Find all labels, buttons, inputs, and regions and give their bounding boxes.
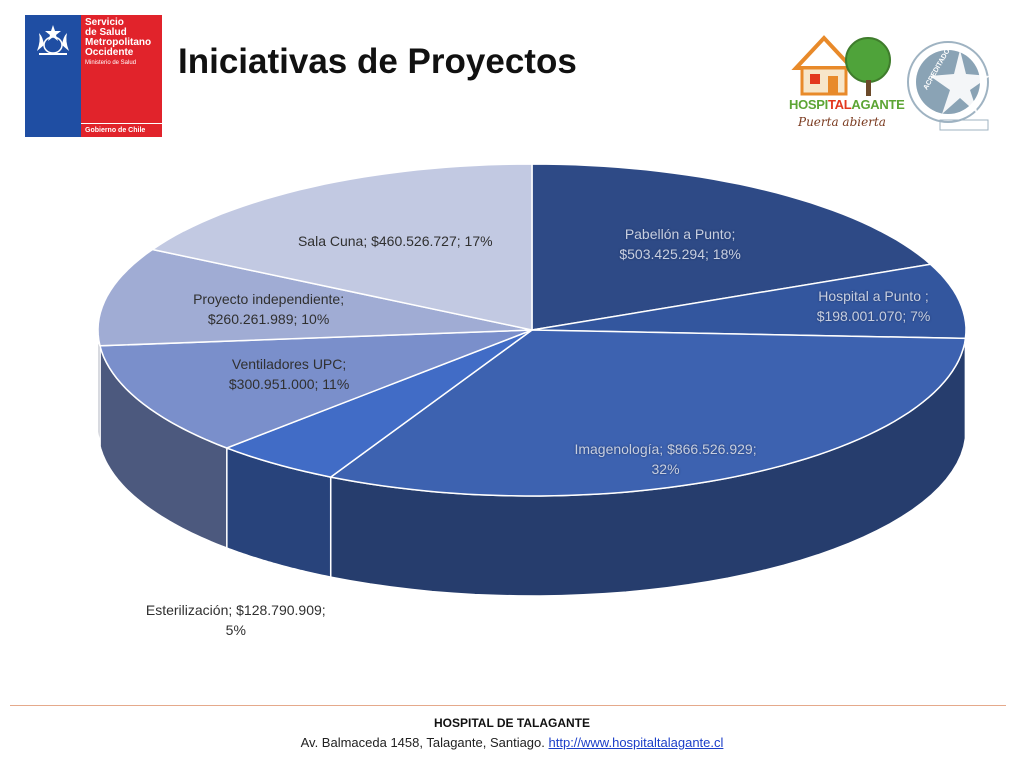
pie-label-1-line-1: Pabellón a Punto; — [624, 226, 736, 242]
house-tree-icon — [791, 35, 891, 96]
logo-divider — [81, 123, 162, 124]
pie-label-2: Hospital a Punto ; $198.001.070; 7% — [817, 286, 931, 326]
pie-label-6-line-2: $260.261.989; 10% — [207, 310, 330, 327]
service-line-1: Servicio — [85, 17, 124, 28]
pie-label-4-line-2: 5% — [225, 622, 246, 638]
pie-label-5-line-1: Ventiladores UPC; — [231, 356, 347, 373]
hospital-logo-text-b: TAL — [827, 97, 852, 112]
service-line-2: de Salud — [85, 27, 127, 38]
hospital-logo-text-c: AGANTE — [851, 97, 905, 112]
gobierno-logo: Servicio de Salud Metropolitano Occident… — [25, 15, 162, 137]
logo-blue-band — [25, 15, 81, 137]
pie-label-4-line-1: Esterilización; $128.790.909; — [145, 602, 326, 618]
pie-slice-2 — [531, 263, 967, 340]
service-line-4: Occidente — [85, 47, 134, 58]
pie-label-5-line-2: $300.951.000; 11% — [228, 376, 350, 393]
pie-slice-7 — [150, 163, 533, 331]
pie-label-7: Sala Cuna; $460.526.727; 17% — [298, 231, 493, 251]
footer-address: Av. Balmaceda 1458, Talagante, Santiago. — [300, 735, 545, 750]
footer-divider — [10, 705, 1006, 706]
footer-website-link[interactable]: http://www.hospitaltalagante.cl — [548, 735, 724, 750]
pie-label-7-line-1: Sala Cuna; $460.526.727; 17% — [297, 233, 493, 250]
footer-hospital-name: HOSPITAL DE TALAGANTE — [434, 716, 590, 730]
pie-label-2-line-1: Hospital a Punto ; — [818, 288, 929, 305]
pie-label-1-line-2: $503.425.294; 18% — [619, 246, 741, 262]
service-line-3: Metropolitano — [85, 37, 152, 48]
ministry-label: Ministerio de Salud — [85, 60, 137, 66]
pie-side-walls — [97, 330, 967, 597]
pie-label-6-line-1: Proyecto independiente; — [193, 290, 345, 307]
chile-coat-of-arms-icon — [37, 25, 69, 55]
pie-label-5: Ventiladores UPC; $300.951.000; 11% — [229, 354, 349, 394]
page-title: Iniciativas de Proyectos — [178, 42, 577, 81]
pie-label-4: Esterilización; $128.790.909; 5% — [146, 600, 326, 640]
pie-slice-1 — [531, 163, 933, 331]
pie-label-3-line-1: Imagenología; $866.526.929; — [574, 441, 757, 458]
pie-top-faces — [97, 163, 967, 497]
pie-slice-5 — [99, 329, 533, 449]
pie-label-2-line-2: $198.001.070; 7% — [816, 308, 931, 325]
pie-label-1: Pabellón a Punto; $503.425.294; 18% — [619, 224, 740, 264]
pie-slice-3 — [328, 329, 967, 497]
pie-label-3: Imagenología; $866.526.929; 32% — [574, 439, 756, 479]
hospital-logo-text: HOSPITALAGANTE — [789, 97, 905, 112]
pie-chart: Pabellón a Punto; $503.425.294; 18% Hospit… — [0, 150, 1024, 690]
pie-label-3-line-2: 32% — [651, 461, 680, 478]
logo-red-band: Servicio de Salud Metropolitano Occident… — [81, 15, 162, 137]
government-label: Gobierno de Chile — [85, 127, 146, 134]
footer-address-line: Av. Balmaceda 1458, Talagante, Santiago.… — [0, 735, 1024, 750]
star-seal-icon — [907, 41, 990, 131]
pie-slice-6 — [97, 248, 533, 347]
hospital-logo-text-a: HOSPI — [789, 97, 828, 112]
pie-slice-4 — [224, 329, 533, 478]
pie-chart-svg — [97, 163, 967, 597]
hospital-logo-tagline: Puerta abierta — [798, 115, 886, 129]
pie-label-6: Proyecto independiente; $260.261.989; 10% — [193, 289, 344, 329]
